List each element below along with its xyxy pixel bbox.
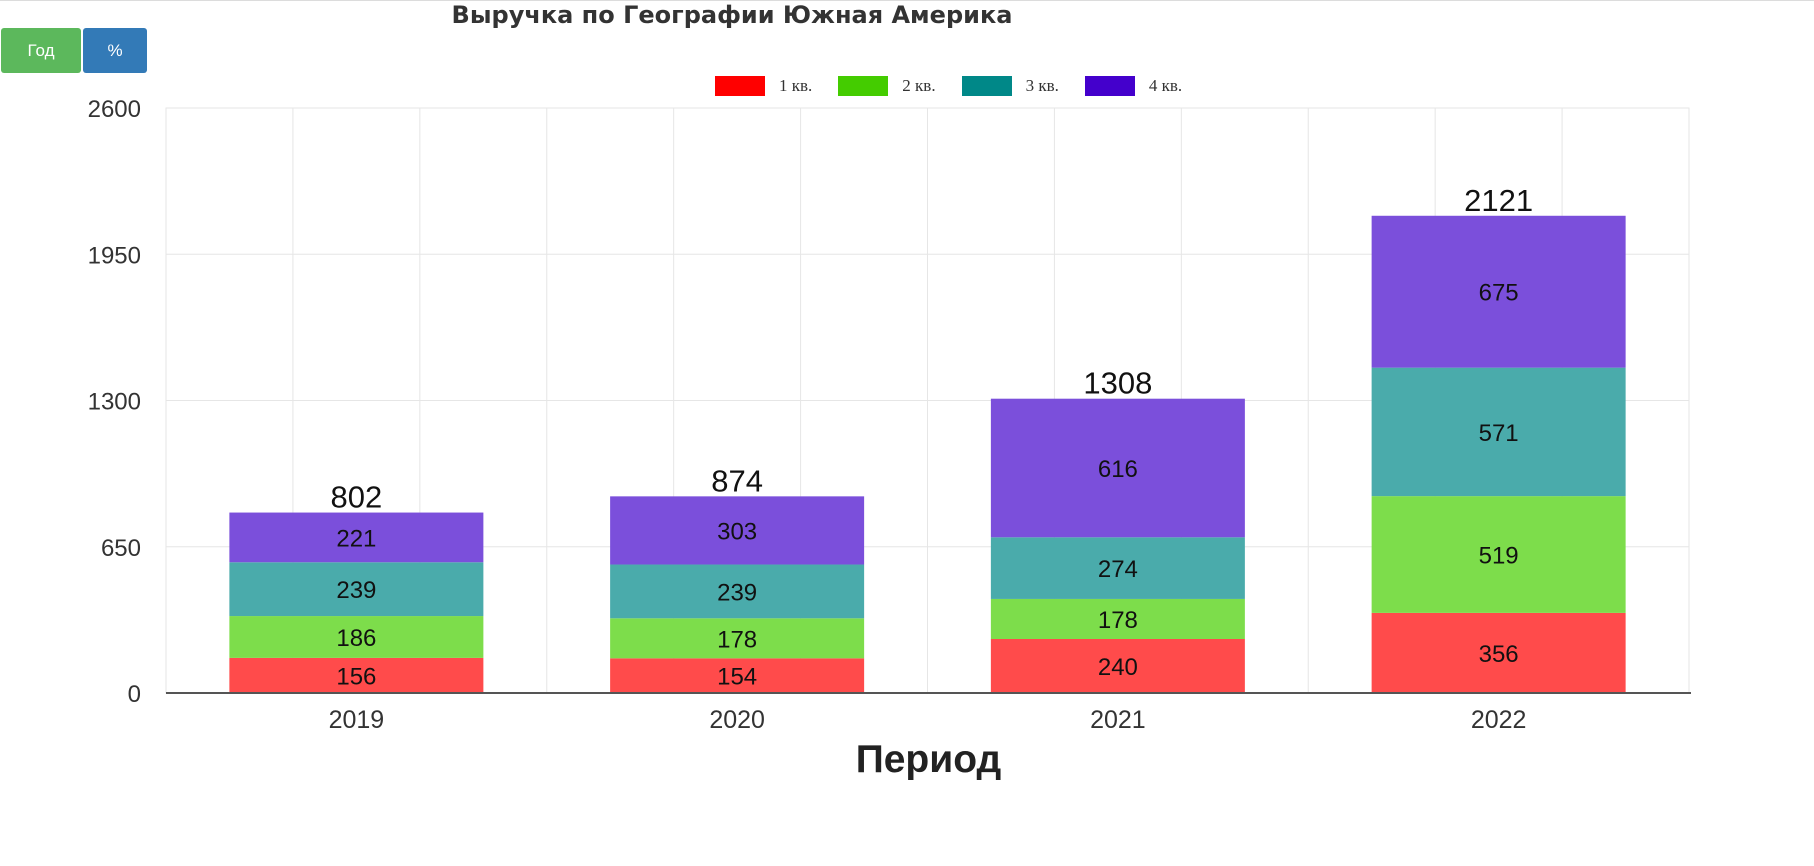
legend-item-q3[interactable]: 3 кв. [961, 76, 1059, 96]
bar-value-label: 154 [717, 664, 757, 691]
legend-item-q4[interactable]: 4 кв. [1084, 76, 1183, 96]
legend-label-q1: 1 кв. [779, 76, 813, 95]
x-tick-label: 2019 [329, 706, 385, 734]
bar-segment-q2 [1371, 496, 1626, 613]
legend-label-q3: 3 кв. [1025, 76, 1059, 95]
bar-segment-q3 [1371, 367, 1626, 497]
bar-segment-q2 [229, 616, 484, 658]
bar-value-label: 239 [717, 579, 757, 606]
top-border [0, 0, 1814, 1]
y-tick-label: 650 [101, 535, 141, 562]
bar-value-label: 239 [336, 577, 376, 604]
bar-segment-q4 [1371, 215, 1626, 368]
y-tick-label: 1300 [88, 389, 141, 416]
bar-value-label: 178 [1098, 607, 1138, 634]
legend-label-q4: 4 кв. [1148, 76, 1183, 95]
bar-total-label: 802 [331, 480, 383, 515]
legend-label-q2: 2 кв. [902, 76, 936, 95]
x-axis-title: Период [855, 738, 1002, 781]
bar-segment-q1 [1371, 612, 1626, 693]
bar-segment-q2 [990, 598, 1245, 639]
bar-value-label: 156 [336, 663, 376, 690]
percent-button[interactable]: % [83, 28, 147, 73]
legend-swatch-q1 [715, 76, 765, 96]
legend-item-q1[interactable]: 1 кв. [715, 76, 812, 96]
legend-swatch-q2 [838, 76, 889, 96]
bar-total-label: 1308 [1083, 366, 1152, 401]
bar-value-label: 221 [336, 525, 376, 552]
bar-value-label: 519 [1479, 543, 1519, 570]
y-tick-label: 1950 [88, 242, 141, 269]
bar-segment-q4 [610, 496, 865, 565]
bar-value-label: 274 [1098, 556, 1138, 583]
bar-value-label: 178 [717, 626, 757, 653]
legend-swatch-q4 [1084, 76, 1135, 96]
bar-segment-q1 [229, 657, 484, 693]
bar-value-label: 240 [1098, 654, 1138, 681]
y-tick-label: 2600 [88, 96, 141, 123]
bar-segment-q1 [610, 658, 865, 693]
bar-total-label: 2121 [1464, 183, 1533, 218]
bar-value-label: 303 [717, 518, 757, 545]
bar-segment-q3 [229, 562, 484, 617]
year-button[interactable]: Год [1, 28, 81, 73]
bar-value-label: 675 [1479, 280, 1519, 307]
bar-segment-q1 [990, 639, 1245, 693]
bar-segment-q4 [229, 512, 484, 563]
legend: 1 кв. 2 кв. 3 кв. 4 кв. [715, 75, 1208, 97]
x-tick-label: 2020 [709, 706, 765, 734]
bar-segment-q3 [990, 537, 1245, 599]
bar-value-label: 356 [1479, 641, 1519, 668]
y-tick-label: 0 [128, 681, 141, 708]
bar-segment-q3 [610, 564, 865, 619]
bar-value-label: 571 [1479, 420, 1519, 447]
bar-total-label: 874 [711, 463, 763, 498]
legend-swatch-q3 [961, 76, 1012, 96]
bar-segment-q2 [610, 618, 865, 659]
legend-item-q2[interactable]: 2 кв. [838, 76, 936, 96]
x-tick-label: 2021 [1090, 706, 1146, 734]
bar-segment-q4 [990, 398, 1245, 538]
bar-value-label: 616 [1098, 456, 1138, 483]
bar-value-label: 186 [336, 625, 376, 652]
chart-title: Выручка по Географии Южная Америка [451, 1, 1013, 29]
x-tick-label: 2022 [1471, 706, 1527, 734]
